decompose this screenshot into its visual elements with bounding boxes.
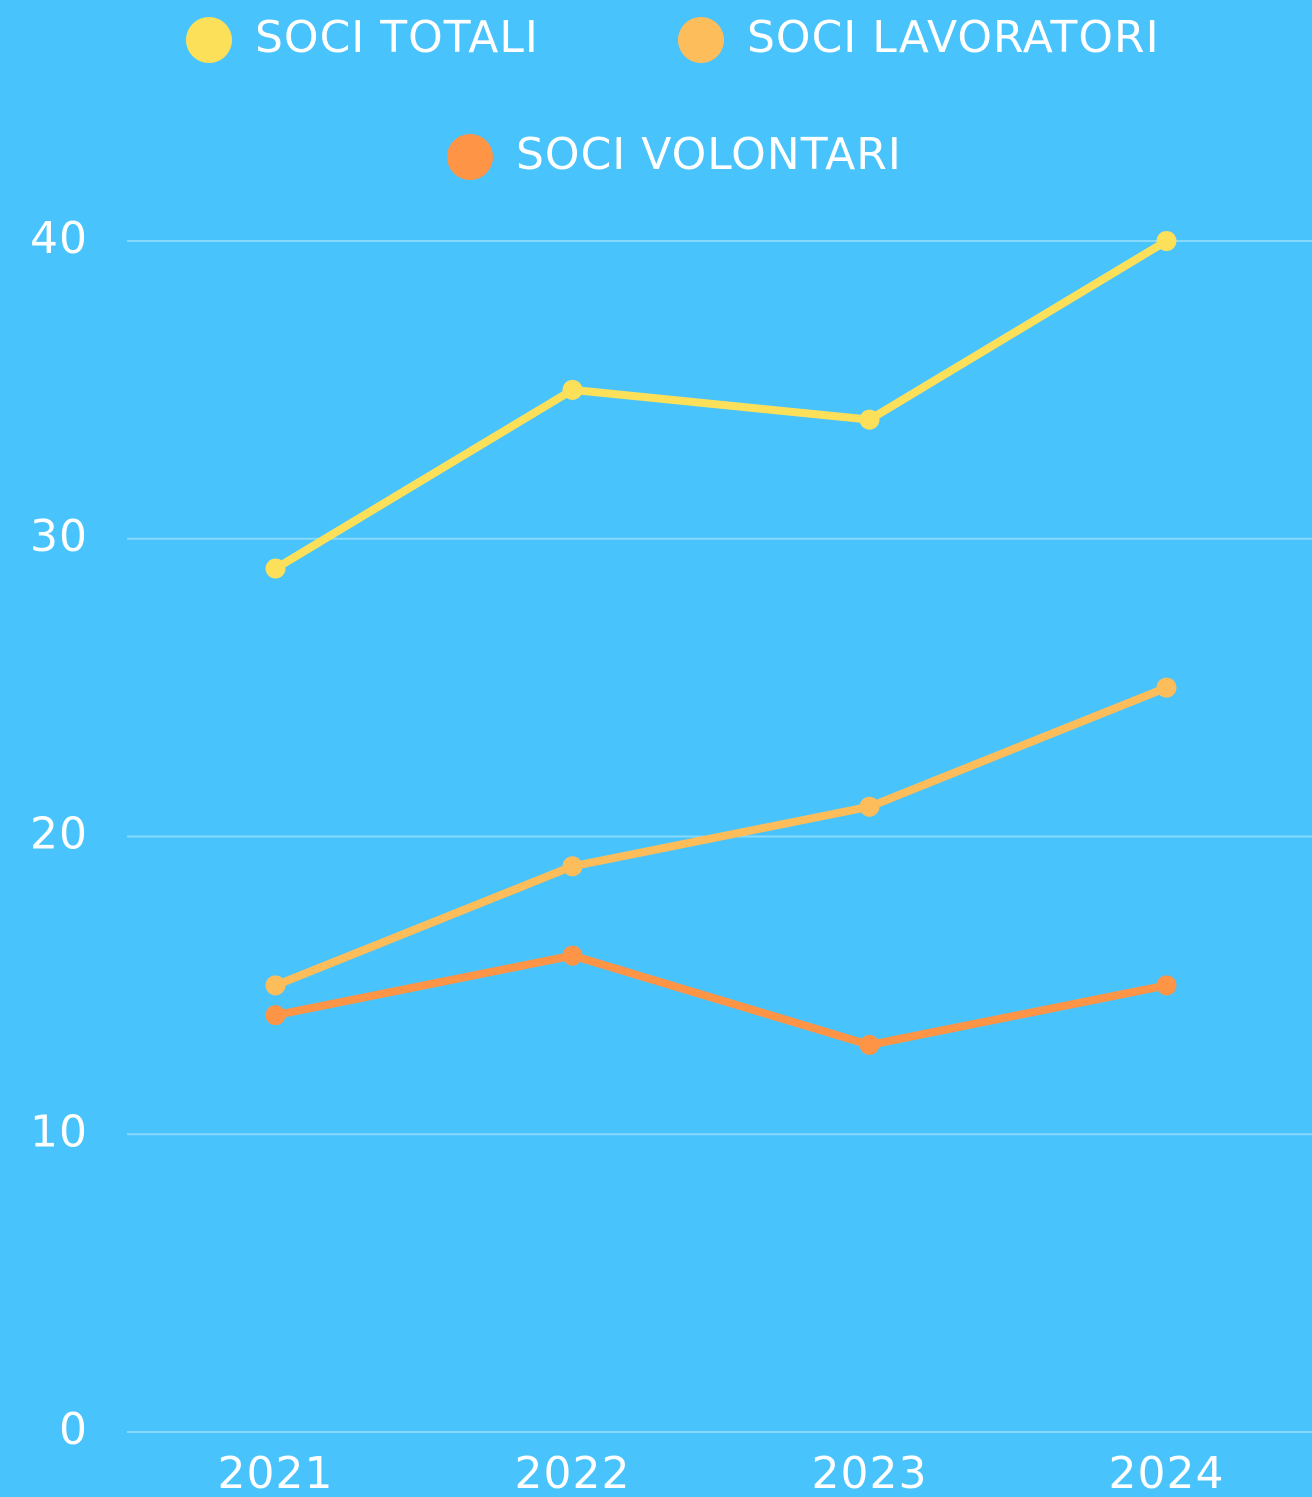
legend-label: SOCI TOTALI (255, 12, 539, 63)
legend-swatch (678, 17, 724, 63)
data-point (265, 558, 286, 579)
y-tick-label: 10 (30, 1106, 88, 1157)
data-point (1156, 677, 1177, 698)
data-point (859, 409, 880, 430)
data-point (859, 796, 880, 817)
x-tick-label: 2024 (1109, 1448, 1225, 1497)
y-tick-label: 30 (30, 511, 88, 562)
y-tick-label: 40 (30, 213, 88, 264)
legend-swatch (447, 134, 493, 180)
data-point (859, 1034, 880, 1055)
data-point (562, 379, 583, 400)
data-point (265, 1005, 286, 1026)
x-tick-label: 2021 (218, 1448, 334, 1497)
series-line (274, 683, 1168, 990)
data-point (562, 945, 583, 966)
data-point (1156, 231, 1177, 251)
legend-label: SOCI VOLONTARI (516, 129, 902, 180)
legend-label: SOCI LAVORATORI (747, 12, 1160, 63)
x-tick-label: 2023 (812, 1448, 928, 1497)
x-tick-label: 2022 (515, 1448, 631, 1497)
series-line (273, 237, 1169, 572)
legend-swatch (186, 17, 232, 63)
y-tick-label: 20 (30, 809, 88, 860)
data-point (562, 856, 583, 877)
data-point (265, 975, 286, 996)
y-tick-label: 0 (59, 1404, 88, 1455)
series-line (274, 951, 1168, 1049)
data-point (1156, 975, 1177, 996)
